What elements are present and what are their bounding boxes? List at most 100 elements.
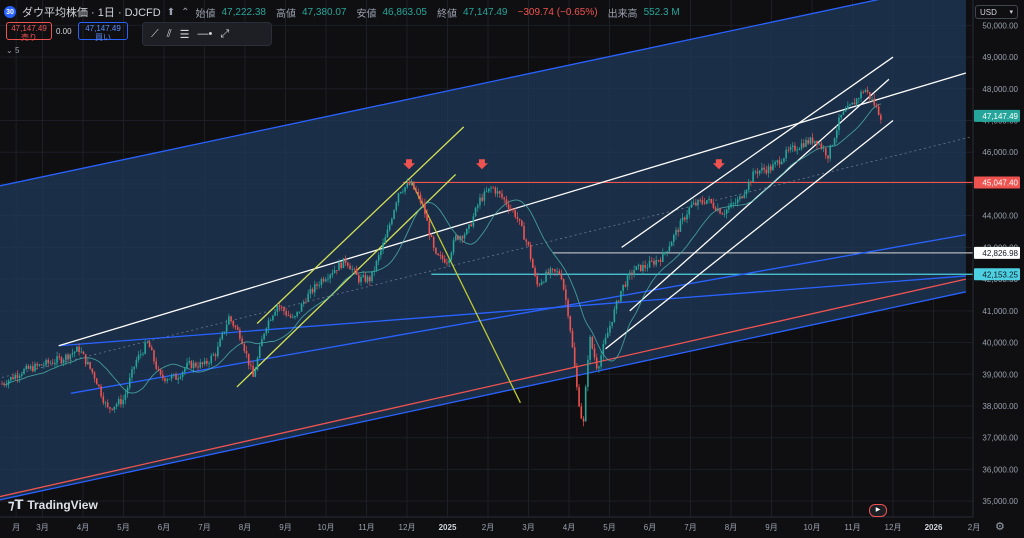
sell-button[interactable]: 47,147.49 売り — [6, 22, 52, 42]
candle-body — [67, 354, 69, 360]
candle-body — [111, 408, 113, 410]
candle-body — [380, 250, 382, 256]
candle-body — [14, 375, 17, 380]
candle-body — [869, 92, 871, 99]
time-tick-label: 10月 — [804, 523, 821, 532]
candle-body — [294, 316, 296, 318]
trend-lines[interactable] — [0, 0, 974, 501]
candle-body — [267, 320, 270, 329]
symbol-title[interactable]: ダウ平均株価 · 1日 · DJCFD — [22, 7, 161, 19]
price-tick-label: 50,000.00 — [982, 21, 1018, 30]
price-axis[interactable]: 35,000.00 36,000.00 37,000.00 38,000.00 39,0… — [972, 0, 1024, 538]
candle-body — [366, 276, 369, 282]
candle-body — [388, 224, 391, 230]
price-tick-label: 40,000.00 — [982, 339, 1018, 348]
currency-selector[interactable]: USD ▾ — [975, 5, 1018, 19]
fib-icon[interactable]: ☰ — [179, 28, 190, 41]
buy-label: 買い — [95, 33, 111, 42]
candle-body — [102, 396, 105, 403]
candle-body — [228, 316, 230, 325]
candle-body — [393, 210, 395, 219]
candle-body — [855, 98, 858, 105]
spread-value: 0.00 — [56, 27, 72, 36]
candle-body — [371, 271, 373, 282]
candle-body — [470, 224, 472, 227]
candle-body — [734, 202, 737, 204]
peak-markers — [403, 159, 725, 170]
candle-body — [300, 303, 303, 312]
candle-body — [84, 354, 87, 365]
time-tick-label: 7月 — [198, 523, 210, 532]
candle-body — [765, 169, 768, 174]
candle-body — [175, 374, 177, 380]
candle-body — [584, 386, 587, 422]
candle-body — [758, 170, 761, 174]
time-tick-label: 6月 — [644, 523, 656, 532]
candle-body — [626, 275, 629, 287]
candle-body — [197, 366, 199, 368]
gear-icon[interactable]: ⚙ — [995, 521, 1005, 533]
sell-price: 47,147.49 — [11, 24, 47, 33]
candle-body — [322, 279, 325, 282]
channel-icon[interactable]: ⫽ — [166, 27, 172, 40]
candle-body — [40, 364, 43, 366]
candle-body — [701, 200, 704, 203]
candle-body — [73, 351, 76, 354]
candle-body — [796, 149, 798, 151]
candle-body — [481, 197, 483, 201]
drawing-toolbar[interactable]: ⟋ ⫽ ☰ —• ⤢ — [142, 22, 272, 46]
candle-body — [131, 369, 133, 378]
buy-button[interactable]: 47,147.49 買い — [78, 22, 128, 42]
candle-body — [565, 289, 567, 300]
candle-body — [833, 138, 836, 145]
candle-body — [170, 375, 173, 379]
candle-body — [699, 199, 702, 201]
candle-body — [443, 259, 446, 263]
candle-body — [164, 378, 166, 381]
candle-body — [767, 166, 770, 174]
trend-line-icon[interactable]: ⟋ — [151, 27, 159, 40]
candle-body — [567, 299, 569, 317]
candle-body — [289, 315, 292, 318]
candle-body — [697, 199, 699, 206]
candle-body — [278, 305, 281, 307]
candle-body — [113, 406, 116, 410]
candle-body — [98, 384, 100, 387]
price-tick-label: 41,000.00 — [982, 307, 1018, 316]
up-arrow-icon[interactable]: ⬆ — [166, 6, 176, 18]
brush-icon[interactable]: ⤢ — [220, 27, 230, 40]
candle-body — [230, 316, 232, 322]
indicator-count: 5 — [14, 46, 20, 55]
candle-body — [276, 305, 279, 312]
candle-body — [617, 300, 620, 302]
candle-body — [353, 268, 356, 270]
candle-body — [831, 144, 834, 146]
candle-body — [243, 344, 246, 351]
candle-body — [725, 209, 728, 214]
candle-body — [646, 267, 649, 269]
candle-body — [34, 363, 36, 372]
candle-body — [214, 354, 217, 357]
time-tick-label: 11月 — [844, 523, 860, 532]
candle-body — [122, 399, 124, 405]
candle-body — [80, 351, 83, 353]
candle-body — [706, 200, 708, 204]
candle-body — [195, 362, 197, 367]
candle-body — [604, 337, 607, 345]
time-tick-label: 3月 — [36, 523, 48, 532]
candle-body — [89, 361, 91, 369]
tradingview-watermark[interactable]: ⁊𝗧 TradingView — [8, 497, 98, 513]
candle-body — [569, 316, 572, 331]
candle-body — [472, 216, 475, 227]
indicator-row[interactable]: ⌄ 5 — [6, 46, 20, 55]
candle-body — [811, 137, 814, 144]
candle-body — [538, 284, 541, 286]
candle-body — [18, 375, 21, 378]
candle-body — [109, 407, 111, 409]
time-axis[interactable]: 月 3月 4月 5月 6月 7月 8月 9月 10月 11月 12月 2025 2月 3月 4月 5月 6月 7月… — [0, 516, 980, 538]
ray-icon[interactable]: —• — [197, 28, 213, 40]
candle-body — [256, 357, 259, 370]
collapse-icon[interactable]: ⌃ — [181, 6, 190, 18]
go-to-realtime-button[interactable]: ▶ — [869, 504, 887, 517]
